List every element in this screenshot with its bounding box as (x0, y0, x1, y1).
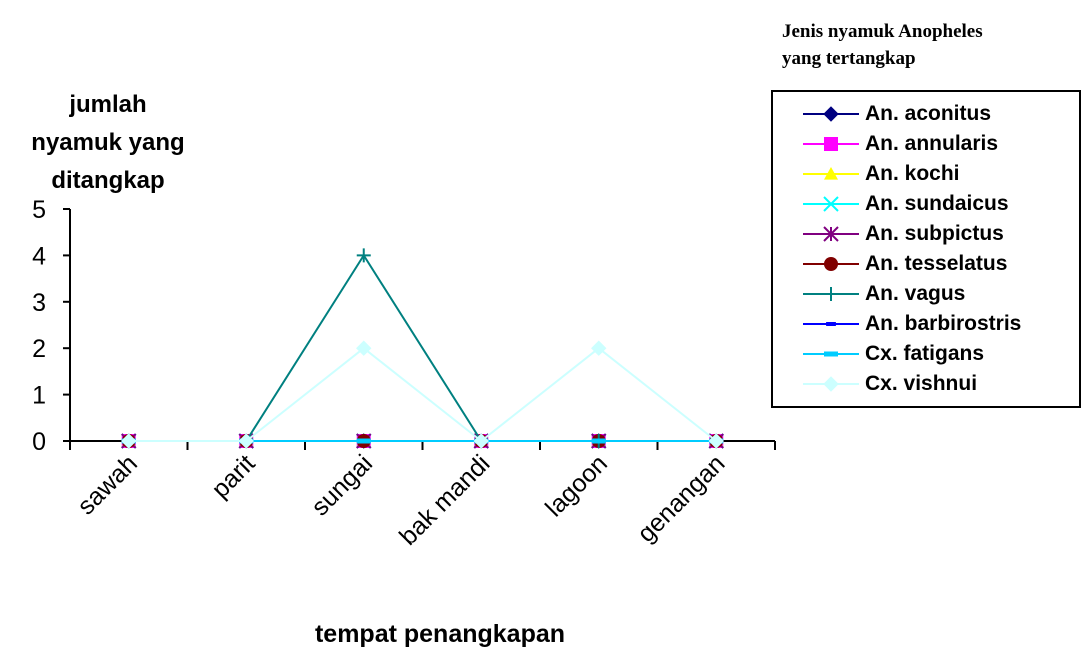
legend-label: An. annularis (865, 132, 999, 155)
data-point (591, 438, 606, 444)
legend-label: An. sundaicus (865, 192, 1009, 215)
legend-swatch-marker (826, 322, 836, 326)
legend-swatch-marker (823, 196, 839, 212)
y-axis-title-line: jumlah (69, 91, 147, 118)
legend-swatch-marker (824, 287, 838, 301)
legend-item: Cx. vishnui (773, 369, 1079, 399)
y-tick-label: 3 (32, 289, 46, 317)
legend-swatch-marker (824, 351, 838, 357)
y-tick-label: 4 (32, 242, 46, 270)
y-tick-label: 0 (32, 428, 46, 456)
legend-swatch (803, 322, 859, 326)
legend: An. aconitus An. annularis An. kochi An. su… (771, 90, 1081, 408)
x-tick-label: bak mandi (394, 449, 495, 550)
legend-swatch (803, 226, 859, 242)
series (121, 248, 724, 448)
y-axis-title-line: ditangkap (51, 167, 165, 194)
legend-title-line: yang tertangkap (782, 48, 916, 69)
data-point (238, 433, 254, 449)
legend-swatch-marker (824, 257, 838, 271)
legend-item: An. subpictus (773, 219, 1079, 249)
legend-swatch (803, 196, 859, 212)
data-point (473, 433, 489, 449)
data-point (591, 340, 607, 356)
x-tick-label: lagoon (540, 449, 613, 522)
data-point (356, 340, 372, 356)
legend-swatch (803, 167, 859, 180)
legend-label: An. kochi (865, 162, 960, 185)
legend-swatch (803, 351, 859, 357)
series-line (128, 253, 717, 442)
legend-title-line: Jenis nyamuk Anopheles (782, 21, 983, 42)
legend-swatch (803, 257, 859, 271)
y-tick-label: 2 (32, 335, 46, 363)
legend-swatch-marker (823, 106, 839, 122)
legend-label: An. barbirostris (865, 312, 1022, 335)
y-axis-title-line: nyamuk yang (31, 129, 185, 156)
legend-label: An. subpictus (865, 222, 1004, 245)
legend-item: An. vagus (773, 279, 1079, 309)
legend-swatch-marker (823, 376, 839, 392)
y-tick-label: 5 (32, 196, 46, 224)
data-point (708, 433, 724, 449)
legend-swatch-marker (824, 137, 838, 151)
series (121, 340, 724, 449)
data-point (356, 248, 371, 263)
legend-label: An. tesselatus (865, 252, 1008, 275)
legend-swatch-marker (824, 167, 838, 180)
y-tick-label: 1 (32, 382, 46, 410)
legend-item: An. aconitus (773, 99, 1079, 129)
legend-item: An. tesselatus (773, 249, 1079, 279)
legend-label: An. vagus (865, 282, 966, 305)
x-tick-label: genangan (632, 449, 730, 547)
x-tick-label: parit (206, 449, 260, 503)
x-tick-label: sungai (306, 449, 378, 521)
legend-item: An. sundaicus (773, 189, 1079, 219)
legend-swatch-marker (823, 226, 839, 242)
legend-swatch (803, 106, 859, 122)
legend-swatch (803, 137, 859, 151)
legend-item: An. barbirostris (773, 309, 1079, 339)
legend-item: An. annularis (773, 129, 1079, 159)
legend-swatch (803, 287, 859, 301)
data-point (356, 438, 371, 444)
legend-label: An. aconitus (865, 102, 992, 125)
series-line (128, 346, 717, 443)
legend-item: Cx. fatigans (773, 339, 1079, 369)
legend-label: Cx. vishnui (865, 372, 978, 395)
data-point (121, 433, 137, 449)
legend-label: Cx. fatigans (865, 342, 985, 365)
x-tick-label: sawah (72, 449, 143, 520)
legend-swatch (803, 376, 859, 392)
legend-title: Jenis nyamuk Anopheles yang tertangkap (782, 18, 1082, 72)
legend-item: An. kochi (773, 159, 1079, 189)
y-axis-title: jumlah nyamuk yang ditangkap (0, 86, 216, 200)
x-axis-title: tempat penangkapan (314, 620, 566, 648)
